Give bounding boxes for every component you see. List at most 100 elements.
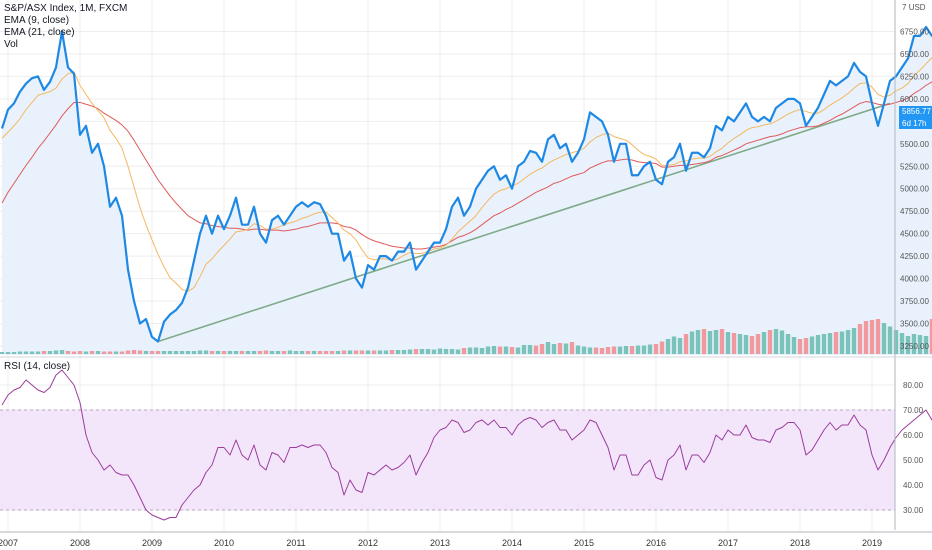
volume-bar xyxy=(923,336,929,354)
volume-bar xyxy=(575,345,581,354)
price-area xyxy=(2,26,932,355)
volume-bar xyxy=(23,351,29,354)
rsi-y-tick-label: 50.00 xyxy=(903,456,924,465)
volume-bar xyxy=(707,331,713,354)
volume-bar xyxy=(635,345,641,354)
volume-bar xyxy=(743,335,749,354)
x-tick-label: 2007 xyxy=(0,538,18,548)
x-tick-label: 2011 xyxy=(286,538,305,548)
chart-title: S&P/ASX Index, 1M, FXCM EMA (9, close) E… xyxy=(4,3,127,51)
volume-bar xyxy=(911,334,917,354)
volume-bar xyxy=(719,329,725,354)
volume-bar xyxy=(869,320,875,354)
volume-bar xyxy=(281,351,287,354)
volume-bar xyxy=(437,348,443,354)
rsi-band xyxy=(0,409,895,511)
volume-bar xyxy=(695,330,701,354)
volume-bar xyxy=(221,351,227,354)
volume-bar xyxy=(599,348,605,354)
volume-bar xyxy=(881,323,887,354)
volume-bar xyxy=(905,336,911,354)
volume-bar xyxy=(119,351,125,354)
volume-bar xyxy=(779,330,785,354)
volume-bar xyxy=(749,336,755,354)
y-tick-label: 4000.00 xyxy=(900,275,929,284)
x-tick-label: 2008 xyxy=(70,538,90,548)
volume-bar xyxy=(137,350,143,354)
x-tick-label: 2009 xyxy=(142,538,162,548)
volume-legend[interactable]: Vol xyxy=(4,39,18,50)
volume-bar xyxy=(479,348,485,354)
volume-bar xyxy=(827,333,833,354)
ema-9-legend[interactable]: EMA (9, close) xyxy=(4,15,70,26)
volume-bar xyxy=(431,349,437,354)
volume-bar xyxy=(569,342,575,354)
trendline[interactable] xyxy=(157,102,891,343)
volume-bar xyxy=(59,350,65,354)
volume-bar xyxy=(359,350,365,354)
currency-text: USD xyxy=(908,3,926,12)
volume-bar xyxy=(353,350,359,354)
volume-bar xyxy=(83,351,89,354)
volume-bar xyxy=(815,335,821,354)
y-tick-label: 6500.00 xyxy=(900,50,929,59)
rsi-y-tick-label: 80.00 xyxy=(903,381,924,390)
y-tick-label: 3750.00 xyxy=(900,297,929,306)
currency-label[interactable]: 7 USD xyxy=(902,3,926,12)
volume-bar xyxy=(329,351,335,354)
volume-bar xyxy=(647,344,653,354)
volume-bar xyxy=(401,350,407,354)
y-tick-label: 4500.00 xyxy=(900,230,929,239)
rsi-y-axis-ticks: 30.00 40.00 50.00 60.00 70.00 80.00 xyxy=(903,381,924,515)
volume-bar xyxy=(35,351,41,354)
volume-bar xyxy=(821,334,827,354)
rsi-legend[interactable]: RSI (14, close) xyxy=(4,361,71,372)
volume-bar xyxy=(545,342,551,354)
volume-bar xyxy=(917,335,923,354)
volume-bar xyxy=(497,346,503,354)
y-tick-label: 6750.00 xyxy=(900,27,929,36)
volume-bar xyxy=(845,330,851,354)
volume-bar xyxy=(563,343,569,354)
x-tick-label: 2019 xyxy=(862,538,882,548)
trendline-path[interactable] xyxy=(157,102,891,343)
volume-bar xyxy=(449,349,455,354)
volume-bar xyxy=(293,351,299,354)
volume-bar xyxy=(593,347,599,354)
volume-bar xyxy=(797,339,803,354)
volume-bar xyxy=(689,331,695,354)
volume-bars xyxy=(0,319,932,354)
volume-bar xyxy=(299,351,305,354)
volume-bar xyxy=(677,338,683,354)
volume-bar xyxy=(701,329,707,354)
volume-bar xyxy=(377,350,383,354)
volume-bar xyxy=(155,351,161,354)
x-tick-label: 2012 xyxy=(358,538,378,548)
volume-bar xyxy=(215,351,221,354)
ema-21-legend[interactable]: EMA (21, close) xyxy=(4,27,75,38)
axes xyxy=(0,0,932,533)
volume-bar xyxy=(5,352,11,354)
price-line xyxy=(0,25,932,343)
symbol-title[interactable]: S&P/ASX Index, 1M, FXCM xyxy=(4,3,128,14)
rsi-y-tick-label: 30.00 xyxy=(903,506,924,515)
y-tick-label: 6250.00 xyxy=(900,72,929,81)
volume-bar xyxy=(725,332,731,354)
volume-bar xyxy=(485,346,491,354)
volume-bar xyxy=(0,352,5,354)
rsi-y-tick-label: 60.00 xyxy=(903,431,924,440)
volume-bar xyxy=(269,351,275,354)
y-tick-label: 4750.00 xyxy=(900,207,929,216)
volume-bar xyxy=(389,350,395,354)
y-tick-label: 4250.00 xyxy=(900,252,929,261)
y-tick-label: 6000.00 xyxy=(900,95,929,104)
volume-bar xyxy=(503,346,509,354)
volume-bar xyxy=(347,350,353,354)
volume-bar xyxy=(65,351,71,354)
volume-bar xyxy=(305,351,311,354)
x-tick-label: 2016 xyxy=(646,538,666,548)
volume-bar xyxy=(683,334,689,354)
rsi-y-tick-label: 70.00 xyxy=(903,406,924,415)
volume-bar xyxy=(287,350,293,354)
